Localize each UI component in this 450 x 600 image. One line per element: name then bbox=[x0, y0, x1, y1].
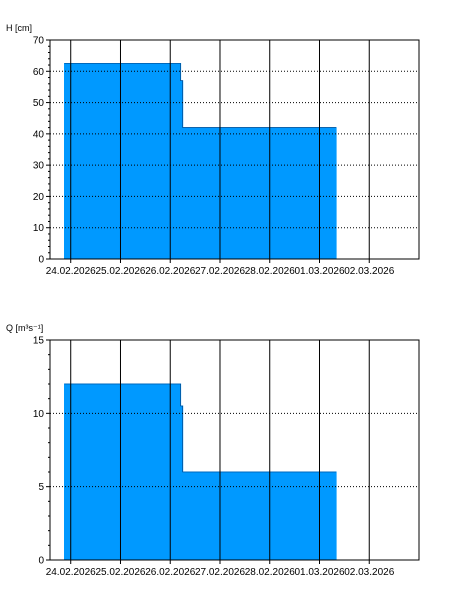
water-level-plot-border bbox=[49, 39, 420, 260]
discharge-xtick-label: 24.02.2026 bbox=[46, 567, 96, 578]
discharge-xtick-label: 02.03.2026 bbox=[344, 567, 394, 578]
water-level-ytick-label: 40 bbox=[33, 129, 45, 140]
discharge-xtick-label: 28.02.2026 bbox=[245, 567, 295, 578]
discharge-plot-border bbox=[49, 339, 420, 561]
water-level-ytick-label: 20 bbox=[33, 192, 45, 203]
water-level-ytick-label: 0 bbox=[38, 255, 44, 266]
discharge-axis-label: Q [m³s⁻¹] bbox=[6, 323, 43, 333]
water-level-xtick-label: 26.02.2026 bbox=[145, 266, 195, 277]
discharge-ytick-label: 10 bbox=[33, 409, 45, 420]
water-level-ytick-label: 60 bbox=[33, 67, 45, 78]
water-level-axis-label: H [cm] bbox=[6, 23, 32, 33]
discharge-xtick-label: 27.02.2026 bbox=[195, 567, 245, 578]
water-level-xtick-label: 28.02.2026 bbox=[245, 266, 295, 277]
water-level-xtick-label: 01.03.2026 bbox=[294, 266, 344, 277]
discharge-xtick-label: 26.02.2026 bbox=[145, 567, 195, 578]
water-level-ytick-label: 50 bbox=[33, 98, 45, 109]
discharge-ytick-label: 0 bbox=[38, 556, 44, 567]
water-level-xtick-label: 25.02.2026 bbox=[95, 266, 145, 277]
water-level-ytick-label: 10 bbox=[33, 223, 45, 234]
water-level-ytick-label: 30 bbox=[33, 161, 45, 172]
discharge-ytick-label: 5 bbox=[38, 482, 44, 493]
discharge-xtick-label: 01.03.2026 bbox=[294, 567, 344, 578]
discharge-chart: Q [m³s⁻¹] 0 5 10 15 24.02.2026 25.02.2026 26.0… bbox=[6, 323, 420, 578]
discharge-series-line bbox=[64, 383, 337, 473]
water-level-xtick-label: 02.03.2026 bbox=[344, 266, 394, 277]
water-level-chart: H [cm] 0 10 20 30 40 50 60 70 24.02.2026 25.02.20… bbox=[6, 23, 420, 277]
discharge-xtick-label: 25.02.2026 bbox=[95, 567, 145, 578]
discharge-ytick-label: 15 bbox=[33, 336, 45, 347]
water-level-series-line bbox=[64, 63, 337, 128]
water-level-xtick-label: 27.02.2026 bbox=[195, 266, 245, 277]
water-level-xtick-label: 24.02.2026 bbox=[46, 266, 96, 277]
water-level-ytick-label: 70 bbox=[33, 36, 45, 47]
